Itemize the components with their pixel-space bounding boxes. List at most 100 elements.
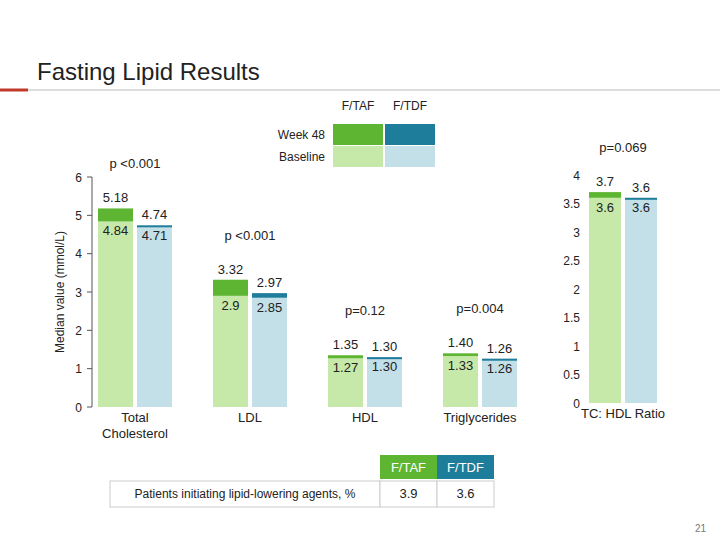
labels: 5.18 4.84 4.74 4.71 p <0.001 3.32 2.9 2.97 2.85 p…: [103, 156, 512, 375]
table-value-cell: [380, 481, 437, 507]
baseline-bar: [625, 198, 657, 403]
y-tick-label: 3: [75, 286, 82, 300]
legend-series: F/TAF: [342, 99, 374, 113]
baseline-bar: [443, 356, 478, 407]
baseline-label: 4.71: [142, 228, 167, 243]
bars: [98, 208, 517, 407]
p-value: p=0.12: [345, 303, 385, 318]
baseline-label: 1.26: [487, 361, 512, 376]
title-rule: [28, 90, 720, 91]
table-header: F/TAF: [391, 460, 426, 475]
y-tick-label: 4: [573, 169, 580, 183]
table-header-cell: [380, 455, 437, 479]
y-tick: [87, 215, 92, 216]
table-label-cell: [110, 481, 380, 507]
baseline-label: 3.6: [632, 200, 650, 215]
week48-bar: [137, 225, 172, 227]
y-tick-label: 1.5: [563, 311, 580, 325]
legend-row: Week 48: [278, 128, 325, 142]
y-tick-label: 3.5: [563, 197, 580, 211]
category-label: HDL: [352, 410, 378, 425]
baseline-bar: [137, 226, 172, 407]
y-tick-label: 2: [75, 324, 82, 338]
value-label: 4.74: [142, 207, 167, 222]
baseline-bar: [328, 358, 363, 407]
labels: 3.73.63.63.6p=0.069: [596, 140, 650, 215]
y-tick: [87, 330, 92, 331]
value-label: 3.32: [218, 262, 243, 277]
slide-title: Fasting Lipid Results: [37, 58, 260, 85]
y-tick-label: 1: [75, 362, 82, 376]
table-value-cell: [437, 481, 494, 507]
p-value: p=0.004: [456, 301, 503, 316]
table: F/TAF F/TDF Patients initiating lipid-lowe…: [110, 455, 494, 507]
baseline-label: 3.6: [596, 200, 614, 215]
chart-0: 0 1 2 3 4 5 6 Median value (mmol/L) 5.18 4.84 4.74…: [53, 99, 517, 441]
value-label: 1.40: [448, 335, 473, 350]
legend-swatch: [333, 146, 383, 167]
p-value: p=0.069: [599, 140, 646, 155]
value-label: 1.26: [487, 341, 512, 356]
y-tick-label: 0: [573, 397, 580, 411]
slide: Fasting Lipid Results210123456Median val…: [0, 0, 720, 540]
y-tick-label: 2.5: [563, 254, 580, 268]
y-tick-label: 2: [573, 283, 580, 297]
baseline-label: 1.33: [448, 358, 473, 373]
baseline-bar: [98, 221, 133, 407]
y-tick-label: 3: [573, 226, 580, 240]
week48-bar: [443, 353, 478, 356]
legend-swatch: [333, 124, 383, 145]
y-tick-label: 0.5: [563, 368, 580, 382]
baseline-label: 1.27: [333, 360, 358, 375]
bars: [589, 192, 657, 403]
baseline-label: 2.9: [221, 298, 239, 313]
y-tick: [87, 368, 92, 369]
title-accent: [0, 89, 28, 92]
baseline-bar: [482, 359, 517, 407]
category-label: LDL: [238, 410, 262, 425]
legend-row: Baseline: [279, 150, 325, 164]
y-tick-label: 0: [75, 401, 82, 415]
baseline-label: 2.85: [257, 300, 282, 315]
week48-bar: [589, 192, 621, 198]
category-label: TotalCholesterol: [102, 410, 168, 441]
baseline-bar: [213, 296, 248, 407]
y-tick: [87, 407, 92, 408]
week48-bar: [328, 355, 363, 358]
page-number: 21: [695, 523, 707, 534]
table-header-cell: [437, 455, 494, 479]
baseline-label: 1.30: [372, 359, 397, 374]
baseline-bar: [252, 298, 287, 407]
y-axis-label: Median value (mmol/L): [53, 231, 67, 353]
baseline-label: 4.84: [103, 223, 128, 238]
p-value: p <0.001: [110, 156, 161, 171]
value-label: 1.30: [372, 339, 397, 354]
y-tick: [87, 292, 92, 293]
week48-bar: [252, 293, 287, 298]
category-label: Triglycerides: [443, 410, 517, 425]
category-line: Total: [121, 410, 149, 425]
y-tick-label: 1: [573, 340, 580, 354]
y-tick-label: 4: [75, 247, 82, 261]
week48-bar: [213, 280, 248, 296]
value-label: 5.18: [103, 190, 128, 205]
baseline-bar: [589, 198, 621, 403]
baseline-bar: [367, 357, 402, 407]
y-tick-label: 5: [75, 209, 82, 223]
p-value: p <0.001: [225, 228, 276, 243]
legend-swatch: [385, 146, 435, 167]
legend: F/TAF F/TDF Week 48 Baseline: [278, 99, 435, 167]
legend-series: F/TDF: [393, 99, 427, 113]
table-value: 3.9: [399, 486, 417, 501]
category-label: TC: HDL Ratio: [581, 406, 665, 421]
y-tick: [87, 177, 92, 178]
value-label: 3.6: [632, 180, 650, 195]
value-label: 2.97: [257, 275, 282, 290]
table-header: F/TDF: [447, 460, 484, 475]
legend-swatch: [385, 124, 435, 145]
table-row-label: Patients initiating lipid-lowering agent…: [135, 487, 356, 501]
table-value: 3.6: [456, 486, 474, 501]
value-label: 1.35: [333, 337, 358, 352]
y-tick-label: 6: [75, 171, 82, 185]
y-tick: [87, 253, 92, 254]
